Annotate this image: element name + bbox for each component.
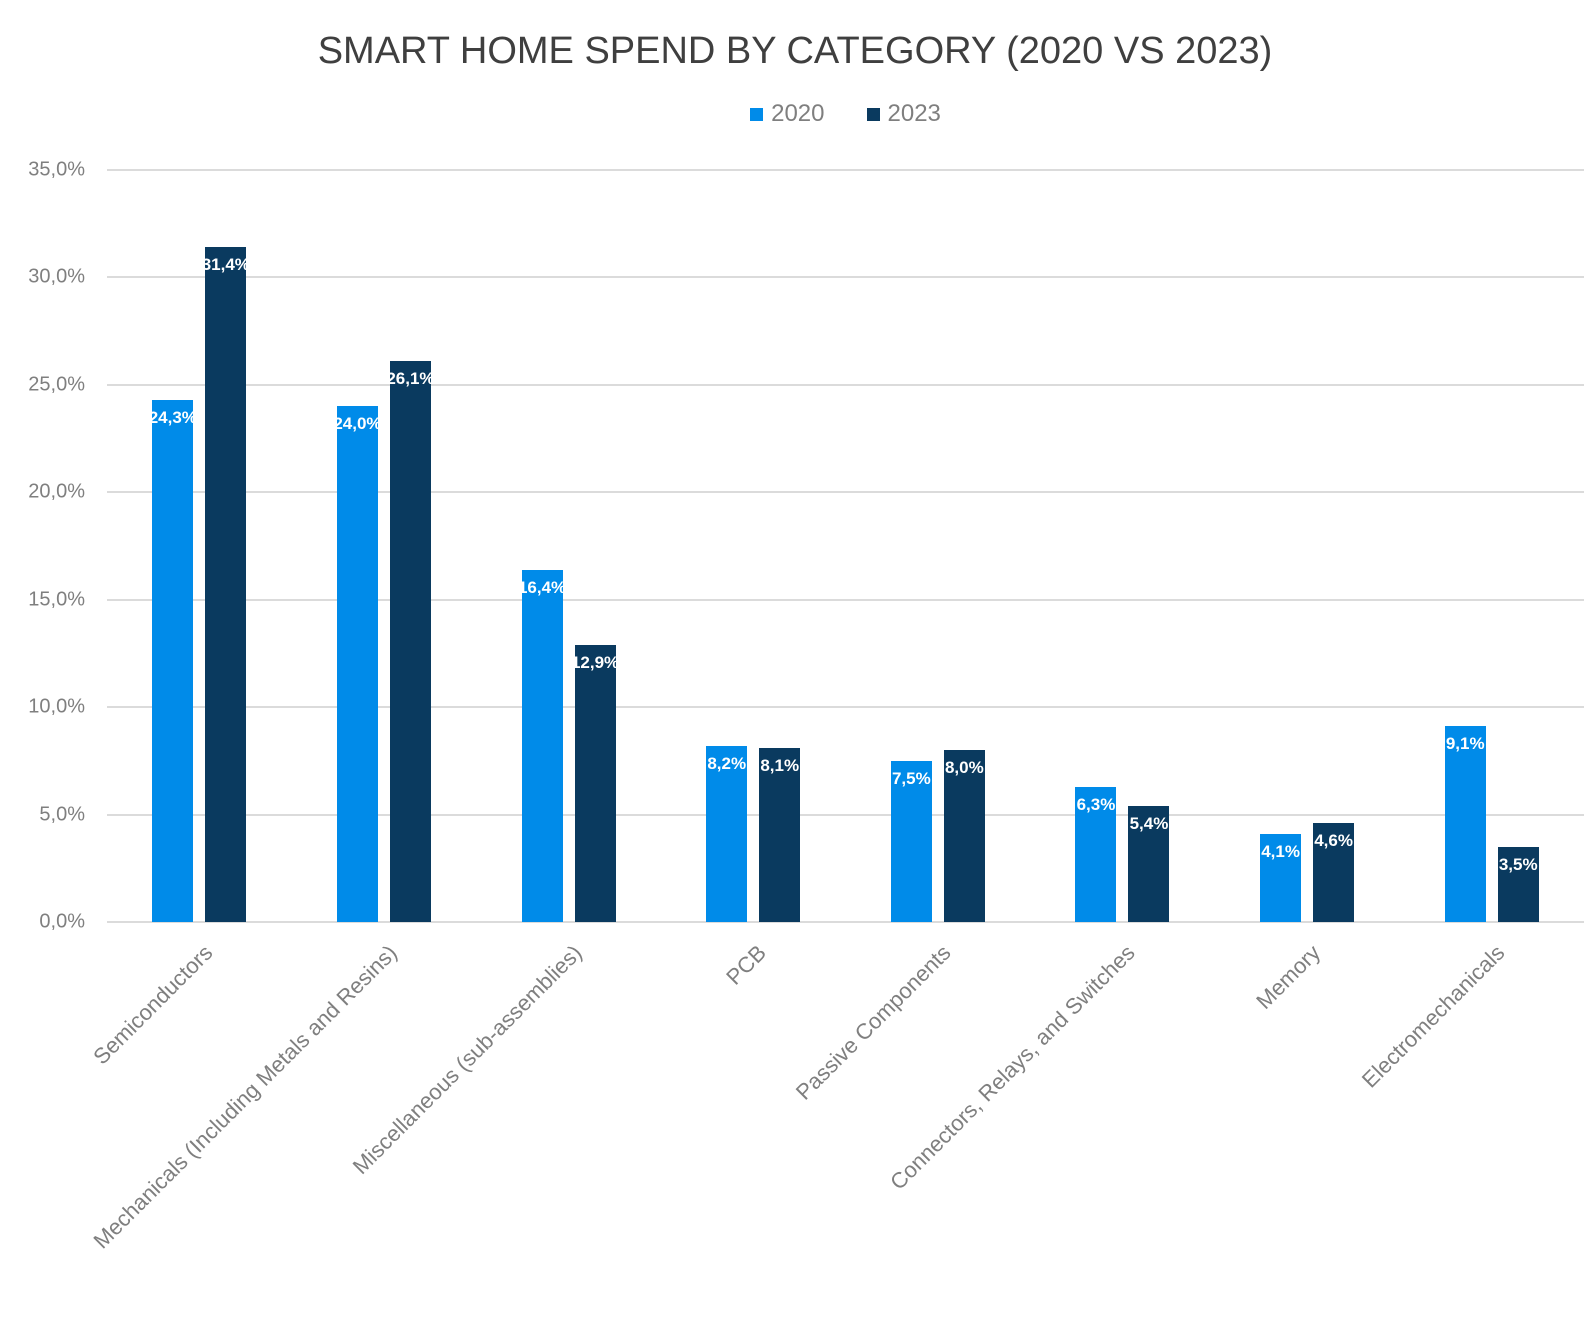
bar-groups: 24,3% 31,4% Semiconductors 24,0% 26,1% Mechan… [88,170,1584,1253]
value-label-2023-mechanicals-including-metals-and-resins: 26,1% [386,369,435,389]
value-label-2023-electromechanicals: 3,5% [1498,854,1538,874]
bar-2023-passive-components: 8,0% [943,750,985,922]
bars: 4,1% 4,6% [1215,170,1400,922]
bars: 7,5% 8,0% [846,170,1031,922]
gridline-20 [107,491,1584,494]
bars: 24,3% 31,4% [107,170,292,922]
value-label-2023-pcb: 8,1% [760,755,800,775]
legend-item-2023: 2023 [866,100,941,128]
plot-area: 24,3% 31,4% Semiconductors 24,0% 26,1% Mechan… [88,169,1584,1253]
legend-label: 2020 [771,100,825,127]
gridline-25 [107,383,1584,386]
x-axis-line [107,921,1584,923]
y-tick-label-0: 0,0% [39,910,85,933]
legend-item-2020: 2020 [750,100,825,128]
gridline-35 [107,169,1584,171]
bar-2020-passive-components: 7,5% [890,760,932,922]
value-label-2023-miscellaneous-sub-assemblies: 12,9% [570,652,620,672]
bars: 9,1% 3,5% [1399,170,1584,922]
value-label-2023-memory: 4,6% [1314,831,1353,851]
chart-title: SMART HOME SPEND BY CATEGORY (2020 VS 20… [317,30,1273,72]
bar-2023-connectors-relays-and-switches: 5,4% [1128,805,1170,922]
bar-2020-electromechanicals: 9,1% [1444,726,1486,922]
y-tick-label-10: 10,0% [28,695,85,718]
bar-2020-semiconductors: 24,3% [149,399,197,922]
x-axis-label-electromechanicals: Electromechanicals [1356,940,1510,1093]
gridline-5 [107,813,1584,816]
bar-2023-electromechanicals: 3,5% [1497,846,1539,922]
bar-2023-mechanicals-including-metals-and-resins: 26,1% [386,361,435,922]
bar-2023-memory: 4,6% [1313,823,1355,922]
value-label-2023-passive-components: 8,0% [944,758,984,778]
bar-group-connectors-relays-and-switches: 6,3% 5,4% Connectors, Relays, and Switches [886,170,1215,1195]
value-label-2020-memory: 4,1% [1261,841,1300,861]
bar-group-electromechanicals: 9,1% 3,5% Electromechanicals [1357,170,1584,1093]
y-tick-label-25: 25,0% [28,373,85,396]
value-label-2020-electromechanicals: 9,1% [1445,734,1485,754]
bar-group-semiconductors: 24,3% 31,4% Semiconductors [88,170,292,1069]
bars: 16,4% 12,9% [476,170,661,922]
x-axis-label-passive-components: Passive Components [790,940,956,1105]
value-label-2020-connectors-relays-and-switches: 6,3% [1076,794,1116,814]
bar-2020-pcb: 8,2% [706,745,748,922]
bar-2020-connectors-relays-and-switches: 6,3% [1075,786,1117,922]
legend: 2020 2023 [107,100,1584,128]
y-tick-label-35: 35,0% [28,158,85,181]
value-label-2020-miscellaneous-sub-assemblies: 16,4% [517,577,567,597]
value-label-2020-semiconductors: 24,3% [148,407,197,427]
gridline-10 [107,706,1584,709]
y-tick-label-20: 20,0% [28,480,85,503]
y-tick-label-15: 15,0% [28,588,85,611]
bar-group-mechanicals-including-metals-and-resins: 24,0% 26,1% Mechanicals (Including Metals … [88,170,477,1253]
x-axis-label-semiconductors: Semiconductors [87,940,217,1070]
bars: 24,0% 26,1% [292,170,477,922]
bar-group-pcb: 8,2% 8,1% PCB [661,170,846,990]
bars: 6,3% 5,4% [1030,170,1215,922]
x-axis-label-pcb: PCB [721,940,771,990]
value-label-2020-passive-components: 7,5% [891,768,931,788]
y-tick-label-5: 5,0% [39,803,85,826]
bar-group-passive-components: 7,5% 8,0% Passive Components [791,170,1031,1105]
value-label-2023-semiconductors: 31,4% [201,255,250,275]
gridline-30 [107,276,1584,279]
value-label-2023-connectors-relays-and-switches: 5,4% [1129,813,1169,833]
bar-2023-miscellaneous-sub-assemblies: 12,9% [571,644,619,922]
bar-2020-mechanicals-including-metals-and-resins: 24,0% [333,406,382,922]
bar-2020-miscellaneous-sub-assemblies: 16,4% [518,569,566,922]
bar-group-memory: 4,1% 4,6% Memory [1215,170,1400,1014]
gridline-15 [107,598,1584,601]
bar-2023-pcb: 8,1% [759,747,801,922]
bars: 8,2% 8,1% [661,170,846,922]
value-label-2020-mechanicals-including-metals-and-resins: 24,0% [333,414,382,434]
bar-2023-semiconductors: 31,4% [202,247,250,922]
legend-swatch-2023 [866,107,880,121]
y-tick-label-30: 30,0% [28,265,85,288]
bar-group-miscellaneous-sub-assemblies: 16,4% 12,9% Miscellaneous (sub-assemblies) [347,170,661,1179]
legend-label: 2023 [887,100,941,127]
bar-2020-memory: 4,1% [1260,833,1302,922]
y-axis: 0,0% 5,0% 10,0% 15,0% 20,0% 25,0% 30,0% 35,0% [0,159,95,933]
legend-swatch-2020 [750,107,764,121]
value-label-2020-pcb: 8,2% [707,753,747,773]
x-axis-label-memory: Memory [1250,940,1325,1014]
x-axis-label-mechanicals-including-metals-and-resins: Mechanicals (Including Metals and Resins… [88,940,402,1254]
